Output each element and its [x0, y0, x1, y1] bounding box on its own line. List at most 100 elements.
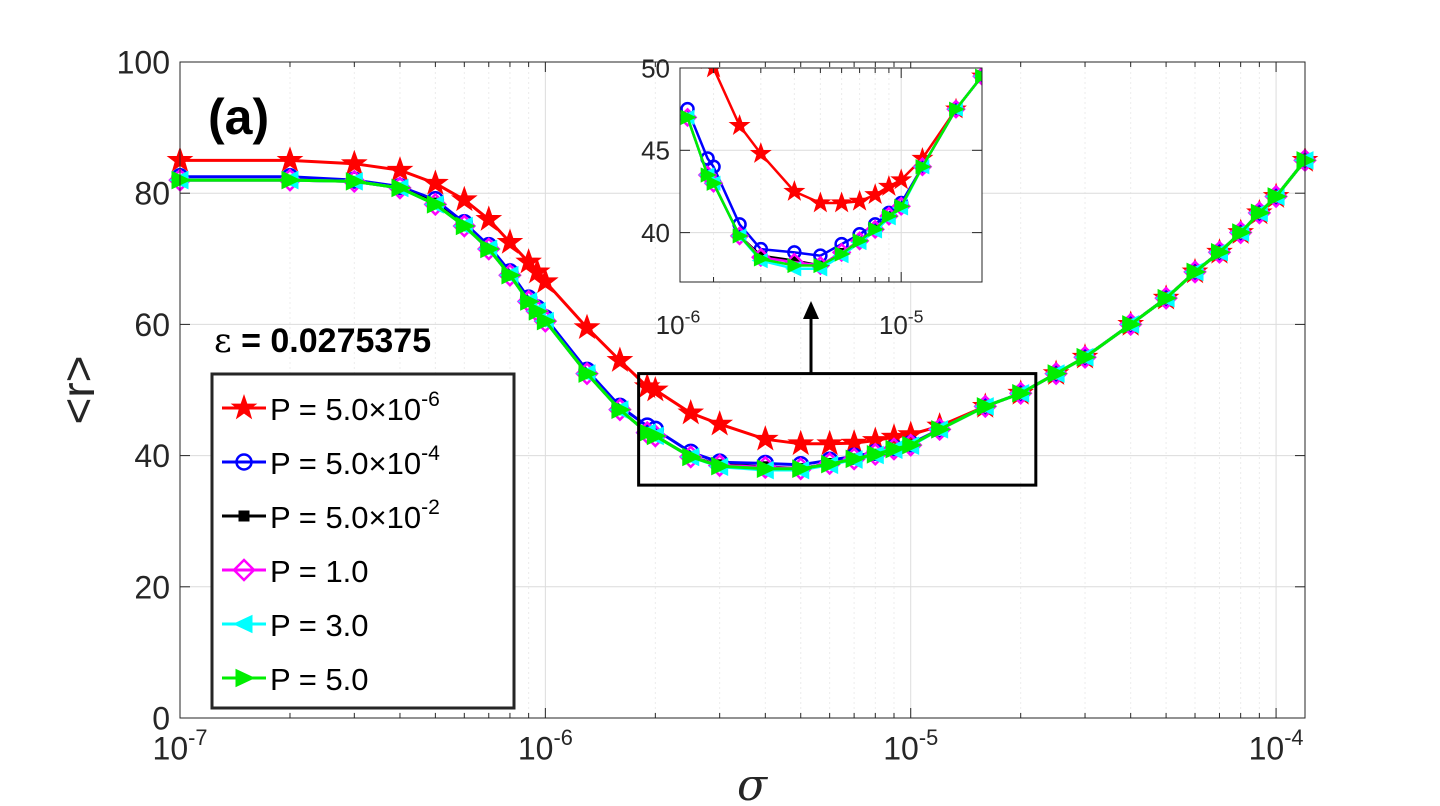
main-y-tick-label: 60	[134, 307, 170, 343]
inset-data-point	[877, 174, 900, 196]
main-data-point	[422, 169, 449, 195]
main-data-point	[501, 265, 522, 285]
main-data-point	[976, 397, 997, 416]
main-data-point	[1210, 242, 1231, 262]
main-data-point	[866, 444, 887, 464]
main-data-point	[1157, 288, 1178, 308]
main-y-tick-label: 20	[134, 569, 170, 605]
main-data-point	[1076, 347, 1097, 367]
epsilon-equals: =	[241, 322, 270, 360]
main-data-point	[1267, 187, 1288, 206]
main-x-tick-label: 10-5	[883, 725, 938, 766]
main-data-point	[792, 459, 812, 479]
inset-data-point	[882, 208, 899, 224]
epsilon-value: 0.0275375	[270, 322, 431, 360]
legend-entry-label: P = 3.0	[270, 608, 369, 643]
main-data-point	[1122, 315, 1142, 334]
main-axes-frame	[179, 61, 1306, 719]
legend-entry-label: P = 5.0×10-6	[270, 388, 440, 427]
inset-data-point	[789, 256, 799, 265]
legend-marker	[232, 614, 253, 634]
x-axis-label: σ	[737, 760, 769, 806]
legend-box	[210, 372, 516, 710]
main-y-tick-label: 80	[134, 176, 170, 212]
main-data-point	[751, 425, 779, 451]
inset-data-point	[813, 257, 830, 274]
main-data-point	[885, 439, 906, 459]
main-x-tick-label: 10-7	[153, 725, 208, 766]
inset-data-point	[894, 198, 911, 214]
inset-y-tick-label: 45	[641, 136, 670, 166]
inset-data-point	[783, 179, 806, 201]
main-data-point	[386, 156, 414, 182]
main-data-point	[1232, 223, 1252, 242]
main-data-point	[496, 228, 524, 254]
inset-data-point	[749, 142, 772, 163]
main-data-point	[821, 454, 841, 474]
inset-data-point	[830, 191, 853, 213]
main-y-tick-label: 40	[134, 438, 170, 474]
main-data-point	[706, 410, 734, 436]
legend-marker	[232, 558, 256, 582]
main-data-point	[756, 459, 777, 479]
inset-data-point	[864, 183, 887, 205]
inset-chart: 40 45 50 10-6 10-5	[641, 53, 983, 340]
inset-data-point	[680, 109, 697, 125]
legend-entry-label: P = 5.0	[270, 662, 369, 697]
main-data-point	[845, 449, 866, 469]
main-x-tick-label: 10-4	[1249, 725, 1304, 766]
main-data-point	[455, 216, 476, 236]
main-x-tick-label: 10-6	[518, 725, 573, 766]
main-data-point	[515, 248, 542, 274]
main-data-point	[171, 170, 192, 190]
epsilon-symbol: ε	[214, 321, 232, 361]
main-data-point	[578, 364, 599, 383]
panel-label: (a)	[208, 89, 269, 145]
main-data-point	[1296, 151, 1317, 170]
main-series	[166, 146, 1319, 481]
main-data-point	[606, 346, 634, 372]
inset-axes-frame	[679, 67, 983, 283]
main-data-point	[1250, 203, 1271, 223]
legend-marker	[235, 453, 253, 471]
main-data-point	[787, 429, 815, 456]
main-data-point	[902, 435, 922, 455]
inset-data-point	[975, 68, 982, 84]
y-axis-label: <r>	[52, 355, 104, 424]
inset-x-tick-label: 10-6	[656, 306, 701, 340]
inset-y-tick-label: 50	[641, 53, 670, 83]
inset-data-point	[949, 101, 966, 117]
main-data-point	[450, 185, 478, 212]
main-data-point	[646, 426, 667, 446]
main-data-point	[523, 257, 551, 284]
main-data-point	[711, 456, 731, 476]
inset-data-point	[868, 221, 885, 237]
inset-data-point	[787, 257, 804, 274]
inset-y-tick-label: 40	[641, 218, 670, 248]
legend-entry-label: P = 5.0×10-4	[270, 442, 440, 481]
main-data-point	[340, 149, 368, 176]
inset-data-point	[890, 168, 913, 190]
legend-marker	[235, 668, 256, 688]
main-y-tick-label: 100	[117, 45, 170, 81]
main-data-point	[480, 239, 500, 259]
main-data-point	[1012, 383, 1032, 403]
inset-data-point	[852, 233, 869, 249]
inset-data-point	[848, 189, 871, 211]
zoom-arrow	[803, 301, 819, 373]
main-data-point	[426, 195, 447, 214]
inset-data-point	[732, 228, 749, 244]
main-data-point	[1186, 262, 1207, 282]
main-data-point	[1047, 364, 1068, 383]
main-data-point	[345, 172, 366, 191]
inset-data-point	[915, 159, 932, 175]
main-data-point	[682, 447, 702, 467]
main-data-point	[931, 420, 951, 439]
inset-data-point	[753, 251, 770, 267]
main-data-point	[816, 429, 843, 456]
epsilon-annotation: ε = 0.0275375	[214, 321, 431, 361]
main-data-point	[611, 400, 632, 419]
legend-marker	[238, 510, 250, 522]
main-axis-ticks: 0 20 40 60 80 100 10-7 10-6 10-5 10-4	[117, 45, 1305, 767]
main-y-tick-label: 0	[152, 701, 170, 737]
